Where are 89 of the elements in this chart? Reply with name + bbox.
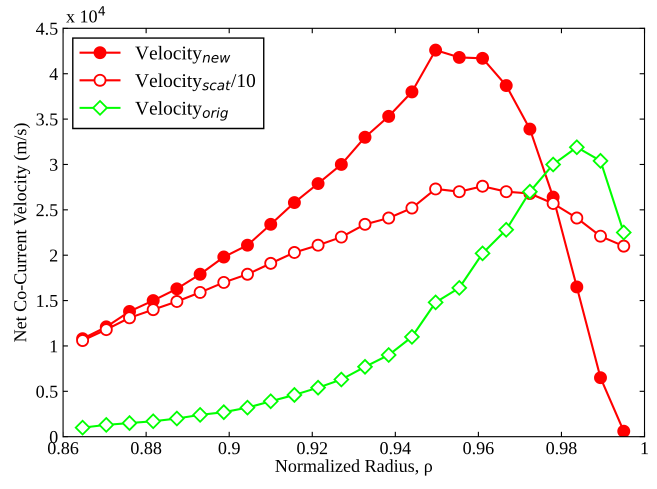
- point: [429, 44, 442, 57]
- point: [570, 280, 584, 294]
- point: [452, 50, 466, 64]
- point: [546, 197, 560, 210]
- point: [522, 184, 538, 200]
- x-tick-label: 0.88: [131, 442, 162, 454]
- point: [264, 256, 278, 270]
- y-tick-label: 4.5: [36, 22, 58, 35]
- point: [592, 153, 608, 169]
- point: [312, 177, 325, 190]
- y-tick-label: 0: [50, 430, 58, 444]
- point: [500, 185, 513, 198]
- point: [216, 404, 232, 420]
- point: [476, 52, 490, 65]
- legend-label: Velocity$_{new}$: [135, 46, 230, 64]
- point: [382, 110, 396, 123]
- y-tick-label: 2: [50, 250, 58, 262]
- point: [617, 240, 630, 253]
- point: [241, 238, 254, 252]
- x-tick-label: 0.94: [380, 442, 411, 454]
- point: [616, 224, 632, 240]
- point: [382, 212, 396, 224]
- point: [476, 180, 490, 193]
- point: [334, 158, 348, 171]
- point: [500, 79, 513, 92]
- point: [146, 303, 160, 316]
- point: [100, 323, 113, 336]
- x-tick-label: 1: [642, 442, 648, 454]
- x-tick-label: 0.92: [297, 442, 328, 454]
- y-axis-title: Net Co-Current Velocity (m/s): [14, 123, 30, 342]
- legend-label: Velocity$_{scat}$/10: [135, 73, 256, 92]
- point: [452, 185, 466, 198]
- point: [264, 218, 278, 231]
- point: [570, 212, 584, 224]
- point: [194, 286, 207, 299]
- point: [498, 222, 514, 238]
- y-tick-label: 1.5: [37, 294, 58, 308]
- x-tick-label: 0.96: [463, 442, 494, 454]
- point: [405, 85, 418, 98]
- legend-label: Velocity$_{orig}$: [135, 101, 228, 121]
- point: [474, 246, 490, 262]
- point: [617, 424, 630, 437]
- point: [169, 410, 185, 426]
- y-tick-label: 4: [50, 68, 58, 80]
- point: [194, 268, 207, 281]
- y-tick-label: 0.5: [36, 386, 58, 398]
- point: [98, 417, 114, 433]
- x-tick-label: 0.98: [546, 442, 577, 454]
- point: [240, 400, 256, 416]
- point: [404, 329, 420, 345]
- point: [288, 196, 301, 210]
- text: x 10$^{4}$: [66, 6, 106, 23]
- y-tick-label: 1: [50, 340, 58, 352]
- y-tick-label: 3.5: [36, 113, 58, 126]
- x-tick-label: 0.86: [48, 442, 78, 454]
- point: [262, 394, 279, 410]
- y-tick-label: 2.5: [36, 204, 58, 216]
- point: [334, 230, 348, 244]
- point: [74, 420, 90, 436]
- point: [312, 238, 325, 252]
- point: [358, 130, 372, 144]
- point: [310, 380, 326, 396]
- point: [429, 182, 442, 196]
- x-tick-label: 0.9: [218, 442, 240, 454]
- point: [380, 347, 396, 363]
- point: [334, 372, 350, 388]
- point: [145, 413, 161, 430]
- point: [123, 311, 136, 324]
- point: [288, 246, 301, 259]
- point: [523, 122, 536, 136]
- point: [170, 282, 184, 296]
- point: [241, 268, 254, 281]
- point: [192, 407, 208, 423]
- point: [286, 387, 302, 403]
- point: [357, 359, 373, 375]
- point: [594, 371, 607, 384]
- point: [170, 295, 184, 308]
- point: [569, 139, 585, 156]
- point: [428, 294, 444, 310]
- point: [405, 202, 418, 214]
- point: [122, 415, 138, 431]
- y-tick-label: 3: [50, 158, 58, 171]
- x-axis-title: Normalized Radius, ρ: [275, 459, 432, 476]
- point: [358, 218, 372, 231]
- point: [452, 280, 468, 296]
- point: [594, 230, 607, 243]
- point: [217, 250, 230, 264]
- point: [217, 276, 230, 289]
- point: [545, 156, 561, 172]
